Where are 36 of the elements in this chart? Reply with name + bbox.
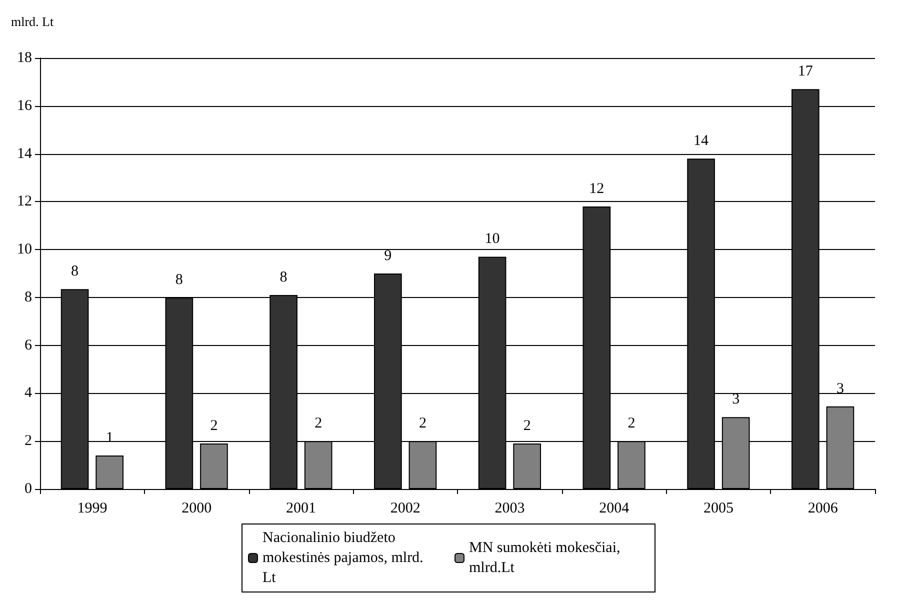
y-tick-label: 12 [17, 194, 32, 210]
data-label: 2 [628, 416, 636, 432]
y-tick-label: 14 [17, 146, 32, 162]
y-tick-label: 18 [17, 50, 32, 66]
data-label: 2 [418, 416, 426, 432]
x-tick-label: 2006 [808, 500, 838, 516]
data-label: 8 [175, 272, 183, 288]
y-tick-label: 4 [24, 385, 32, 402]
data-label: 14 [694, 133, 710, 150]
y-tick-label: 16 [17, 98, 32, 114]
data-label: 2 [314, 416, 322, 432]
y-tick-label: 10 [17, 242, 32, 258]
data-label: 9 [384, 248, 392, 264]
legend-label: MN sumokėti mokesčiai, mlrd.Lt [469, 540, 624, 576]
data-label: 2 [210, 418, 218, 434]
legend-label: Nacionalinio biudžeto mokestinės pajamos, mlrd. Lt [262, 530, 428, 586]
data-label: 12 [589, 180, 604, 197]
data-label: 17 [798, 64, 814, 80]
x-tick-label: 2005 [703, 500, 734, 516]
x-tick-label: 2001 [286, 500, 316, 516]
x-tick-label: 2002 [390, 500, 420, 516]
y-tick-label: 8 [24, 289, 32, 306]
y-tick-label: 6 [24, 337, 32, 354]
y-tick-label: 0 [24, 481, 32, 497]
y-tick-label: 2 [24, 433, 32, 450]
x-tick-label: 1999 [77, 500, 108, 516]
data-label: 8 [280, 270, 288, 286]
data-label: 3 [836, 380, 844, 397]
data-label: 2 [523, 418, 531, 434]
data-label: 10 [484, 231, 500, 248]
x-tick-label: 2003 [494, 500, 525, 516]
x-tick-label: 2000 [182, 500, 212, 516]
bar [96, 455, 124, 489]
y-axis-title: mlrd. Lt [11, 14, 54, 29]
data-label: 8 [71, 264, 79, 280]
x-tick-label: 2004 [599, 500, 630, 516]
